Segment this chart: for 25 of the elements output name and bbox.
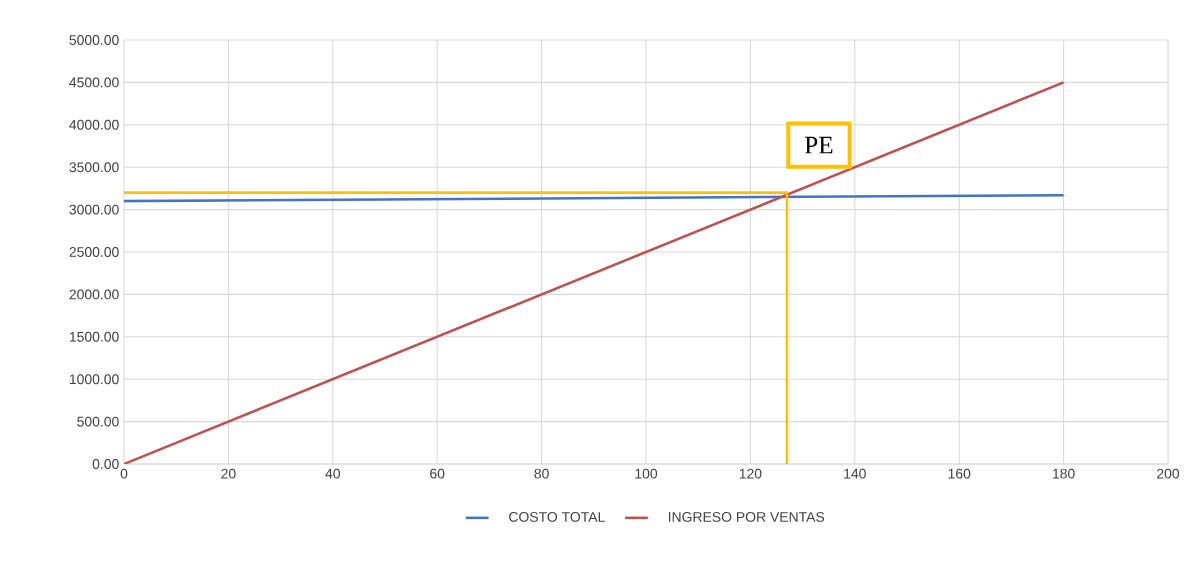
legend-label: COSTO TOTAL xyxy=(509,511,605,522)
x-tick-label: 180 xyxy=(1053,468,1075,479)
y-tick-label: 3500.00 xyxy=(69,162,119,173)
y-tick-label: 4000.00 xyxy=(69,119,119,130)
x-tick-label: 120 xyxy=(739,468,762,479)
x-tick-label: 80 xyxy=(534,468,549,479)
y-tick-label: 3000.00 xyxy=(69,204,119,215)
y-tick-label: 1000.00 xyxy=(69,374,119,385)
y-tick-label: 5000.00 xyxy=(69,35,119,45)
x-tick-label: 160 xyxy=(948,468,971,479)
x-tick-label: 140 xyxy=(844,468,866,479)
x-tick-label: 0 xyxy=(120,468,128,479)
legend-label: INGRESO POR VENTAS xyxy=(668,511,825,522)
y-tick-label: 500.00 xyxy=(77,416,119,427)
y-tick-label: 4500.00 xyxy=(69,77,119,88)
x-tick-label: 100 xyxy=(635,468,658,479)
x-tick-label: 20 xyxy=(221,468,236,479)
y-tick-label: 0.00 xyxy=(92,459,119,469)
y-tick-label: 2500.00 xyxy=(69,247,119,257)
x-tick-label: 200 xyxy=(1157,468,1180,479)
x-tick-label: 40 xyxy=(325,468,341,479)
y-tick-label: 2000.00 xyxy=(69,289,119,300)
x-tick-label: 60 xyxy=(430,468,445,479)
y-tick-label: 1500.00 xyxy=(69,331,119,342)
annotation: PE xyxy=(804,136,833,154)
